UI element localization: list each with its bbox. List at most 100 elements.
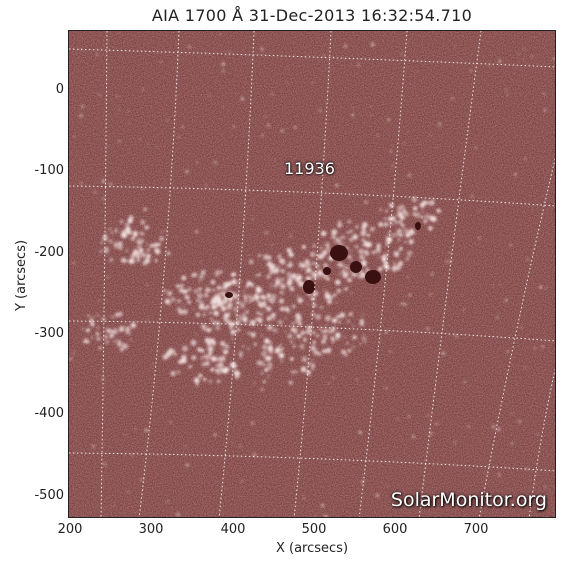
network-speck xyxy=(370,114,373,117)
plage-speck xyxy=(297,297,304,304)
plage-speck xyxy=(355,225,359,229)
plage-speck xyxy=(230,338,233,340)
plage-speck xyxy=(169,303,172,305)
plage-speck xyxy=(210,328,213,331)
network-speck xyxy=(279,253,281,256)
network-speck xyxy=(318,109,322,112)
plage-speck xyxy=(300,333,303,337)
plage-speck xyxy=(223,290,226,293)
network-speck xyxy=(232,125,236,128)
plage-speck xyxy=(349,237,354,242)
plage-speck xyxy=(383,263,389,269)
plage-speck xyxy=(262,290,264,292)
plage-speck xyxy=(202,313,206,317)
sunspot xyxy=(415,222,421,230)
network-speck xyxy=(101,179,106,183)
plage-speck xyxy=(96,336,101,341)
plage-speck xyxy=(400,215,405,221)
plage-speck xyxy=(138,237,141,240)
plage-speck xyxy=(242,313,246,317)
network-speck xyxy=(361,480,365,484)
network-speck xyxy=(221,347,225,351)
plage-speck xyxy=(421,210,424,213)
network-speck xyxy=(432,198,436,202)
plage-speck xyxy=(331,341,334,344)
plage-speck xyxy=(291,263,294,266)
plage-speck xyxy=(208,379,212,383)
plage-speck xyxy=(213,310,220,317)
plage-speck xyxy=(128,215,134,221)
plage-speck xyxy=(179,359,184,364)
plage-speck xyxy=(222,298,228,305)
plage-speck xyxy=(311,363,315,367)
network-speck xyxy=(185,169,189,174)
network-speck xyxy=(147,143,149,146)
network-speck xyxy=(101,317,106,321)
plage-speck xyxy=(385,209,389,213)
plage-speck xyxy=(246,281,251,285)
plage-speck xyxy=(182,309,188,315)
plage-speck xyxy=(408,239,414,245)
plage-speck xyxy=(256,311,260,315)
plage-speck xyxy=(137,250,142,255)
network-speck xyxy=(517,419,522,424)
network-speck xyxy=(425,327,430,331)
network-speck xyxy=(370,105,372,108)
plage-speck xyxy=(216,321,221,326)
plage-speck xyxy=(427,200,434,206)
latitude-line xyxy=(69,185,555,207)
plage-speck xyxy=(290,340,293,344)
plage-speck xyxy=(210,279,216,285)
plage-speck xyxy=(312,331,316,335)
network-speck xyxy=(221,62,225,66)
network-speck xyxy=(79,114,83,118)
network-speck xyxy=(497,427,501,432)
plage-speck xyxy=(317,270,323,277)
network-speck xyxy=(522,47,526,51)
plage-speck xyxy=(222,356,226,359)
plage-speck xyxy=(191,273,196,278)
network-speck xyxy=(401,211,404,214)
plage-speck xyxy=(187,300,192,305)
plage-speck xyxy=(296,334,301,339)
network-speck xyxy=(533,347,536,350)
plage-speck xyxy=(298,316,302,320)
plage-speck xyxy=(223,352,226,354)
network-speck xyxy=(369,358,371,361)
network-speck xyxy=(264,230,269,235)
network-speck xyxy=(252,218,254,221)
plage-speck xyxy=(198,287,202,291)
plage-speck xyxy=(392,217,394,220)
network-speck xyxy=(444,260,449,264)
plage-speck xyxy=(187,287,192,292)
plage-speck xyxy=(247,294,252,299)
sunspot xyxy=(365,270,381,284)
plage-speck xyxy=(322,349,327,354)
plage-speck xyxy=(333,240,337,244)
plage-speck xyxy=(385,235,387,237)
network-speck xyxy=(429,134,432,136)
plage-speck xyxy=(386,237,392,244)
plage-speck xyxy=(289,286,295,292)
network-speck xyxy=(176,237,178,239)
plage-speck xyxy=(269,265,275,272)
plage-speck xyxy=(229,320,236,327)
plage-speck xyxy=(312,303,317,308)
plage-speck xyxy=(140,220,146,225)
plage-speck xyxy=(347,349,351,353)
network-speck xyxy=(270,244,273,247)
network-speck xyxy=(438,122,442,126)
network-speck xyxy=(306,303,309,305)
plage-speck xyxy=(208,352,212,356)
network-speck xyxy=(240,97,245,101)
plage-speck xyxy=(350,292,353,295)
plage-speck xyxy=(96,326,99,329)
plage-speck xyxy=(277,254,282,259)
plage-speck xyxy=(267,375,270,378)
plage-speck xyxy=(243,294,248,299)
plage-speck xyxy=(343,336,346,339)
plage-speck xyxy=(176,306,181,312)
plage-speck xyxy=(235,319,241,326)
y-tick-label: -400 xyxy=(34,406,64,421)
plage-speck xyxy=(317,253,323,260)
